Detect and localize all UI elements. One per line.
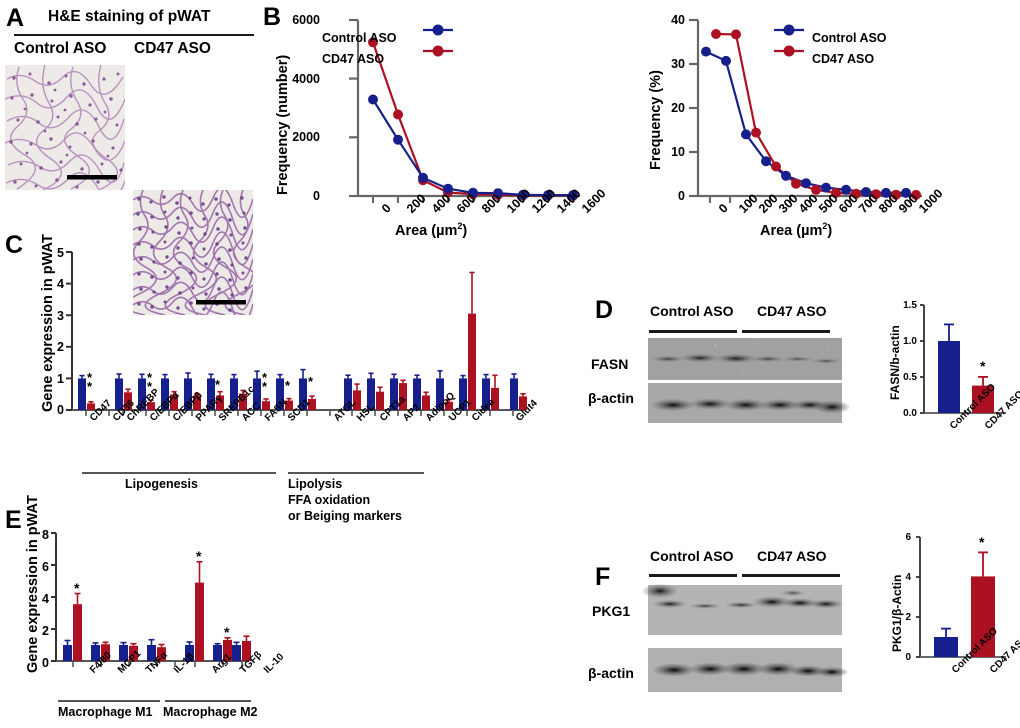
panel-d-row-bactin: β-actin [588,390,634,406]
panel-e-letter: E [5,506,22,534]
micrograph-control-aso [5,65,125,190]
e-ytick-2: 2 [42,624,49,638]
f-ytick-2: 2 [905,612,911,623]
panel-a-underline [14,34,254,36]
c-sig-pparg: * [215,377,221,392]
b2-ytick-40: 40 [671,13,685,27]
e-bracket-m2 [165,700,251,702]
panel-f-left-underline [649,574,737,577]
e-group-label-m1: Macrophage M1 [58,705,153,719]
panel-f-blot-bactin [648,648,848,692]
b2-ytick-0: 0 [678,189,685,203]
b1-x-axis-title: Area (µm2) [395,221,468,239]
d-xlabel-cd47: CD47 ASO [983,388,1020,432]
b2-y-axis-title: Frequency (%) [648,70,664,170]
b1-y-axis-title: Frequency (number) [275,54,291,195]
e-ytick-0: 0 [42,656,49,670]
c-group-label-lipolysis: Lipolysis [288,477,343,491]
e-ytick-8: 8 [42,528,49,542]
f-xlabel-control: Control ASO [950,626,1000,676]
c-sig-fasn: * [285,378,291,393]
b1-ytick-4000: 4000 [292,72,320,86]
panel-b-chart-1 [285,6,585,236]
panel-d-row-fasn: FASN [591,356,629,372]
c-sig-chrebp: * * [147,370,153,394]
panel-d-chart [920,303,1010,419]
panel-a-right-label: CD47 ASO [134,40,211,57]
d-ytick-1.0: 1.0 [903,336,917,347]
panel-f-chart [916,535,1010,663]
c-sig-scd1: * [308,374,314,389]
micrograph-cd47-aso [133,190,253,315]
c-group-label-lipogenesis: Lipogenesis [125,477,198,491]
panel-d-left-label: Control ASO [650,303,734,319]
d-ytick-1.5: 1.5 [903,300,917,311]
panel-c-chart [66,246,527,421]
panel-d-letter: D [595,296,613,324]
e-sig-arg1: * [196,548,202,564]
c-ytick-0: 0 [57,403,64,417]
c-ytick-1: 1 [57,372,64,386]
b2-ytick-10: 10 [671,145,685,159]
d-ytick-0.0: 0.0 [903,408,917,419]
panel-f-right-underline [742,574,840,577]
b2-legend-cd47: CD47 ASO [812,52,875,66]
e-group-label-m2: Macrophage M2 [163,705,258,719]
panel-a-title: H&E staining of pWAT [48,8,211,25]
f-ytick-0: 0 [905,652,911,663]
panel-b-chart-2 [650,6,950,236]
d-ytick-0.5: 0.5 [903,372,917,383]
f-sig-cd47: * [979,534,985,550]
panel-d-left-underline [649,330,737,333]
panel-f-row-bactin: β-actin [588,665,634,681]
panel-a-left-label: Control ASO [14,40,107,57]
panel-a-letter: A [6,4,24,32]
f-ytick-4: 4 [905,572,911,583]
b1-ytick-0: 0 [313,189,320,203]
panel-f-left-label: Control ASO [650,548,734,564]
d-sig-cd47: * [980,358,986,374]
c-bracket-lipogenesis [82,472,276,474]
panel-d-blot-bactin [648,383,850,423]
c-sig-cd47: * * [87,370,93,394]
panel-e-chart [51,528,251,673]
panel-d-right-underline [742,330,830,333]
e-xlabel-il10: IL-10 [262,651,287,676]
c-sig-acc: * * [262,370,268,394]
panel-f-letter: F [595,563,610,591]
panel-f-row-pkg1: PKG1 [592,603,631,619]
panel-e-y-axis-title: Gene expression in pWAT [25,495,41,673]
b2-legend-control: Control ASO [812,31,887,45]
panel-d-blot-fasn [648,338,842,380]
b2-ytick-20: 20 [671,101,685,115]
d-xlabel-control: Control ASO [948,382,998,432]
b2-x-axis-title: Area (µm2) [760,221,833,239]
b1-ytick-2000: 2000 [292,130,320,144]
panel-f-blot-pkg1 [642,584,843,635]
panel-d-right-label: CD47 ASO [757,303,827,319]
panel-c-letter: C [5,231,23,259]
panel-f-right-label: CD47 ASO [757,548,827,564]
c-ytick-3: 3 [57,309,64,323]
c-ytick-4: 4 [57,277,64,291]
e-ytick-6: 6 [42,560,49,574]
b1-ytick-6000: 6000 [292,13,320,27]
panel-b-letter: B [263,3,281,31]
e-ytick-4: 4 [42,592,49,606]
f-xlabel-cd47: CD47 ASO [988,632,1020,676]
c-bracket-lipolysis [288,472,424,474]
e-bracket-m1 [58,700,160,702]
c-ytick-2: 2 [57,340,64,354]
c-ytick-5: 5 [57,246,64,260]
c-group-label-beiging: or Beiging markers [288,509,402,523]
b2-ytick-30: 30 [671,57,685,71]
b1-legend-cd47: CD47 ASO [322,52,385,66]
e-sig-tgfb: * [224,624,230,640]
b1-legend-control: Control ASO [322,31,397,45]
e-sig-f480: * [74,580,80,596]
c-group-label-ffa: FFA oxidation [288,493,371,507]
f-ytick-6: 6 [905,532,911,543]
